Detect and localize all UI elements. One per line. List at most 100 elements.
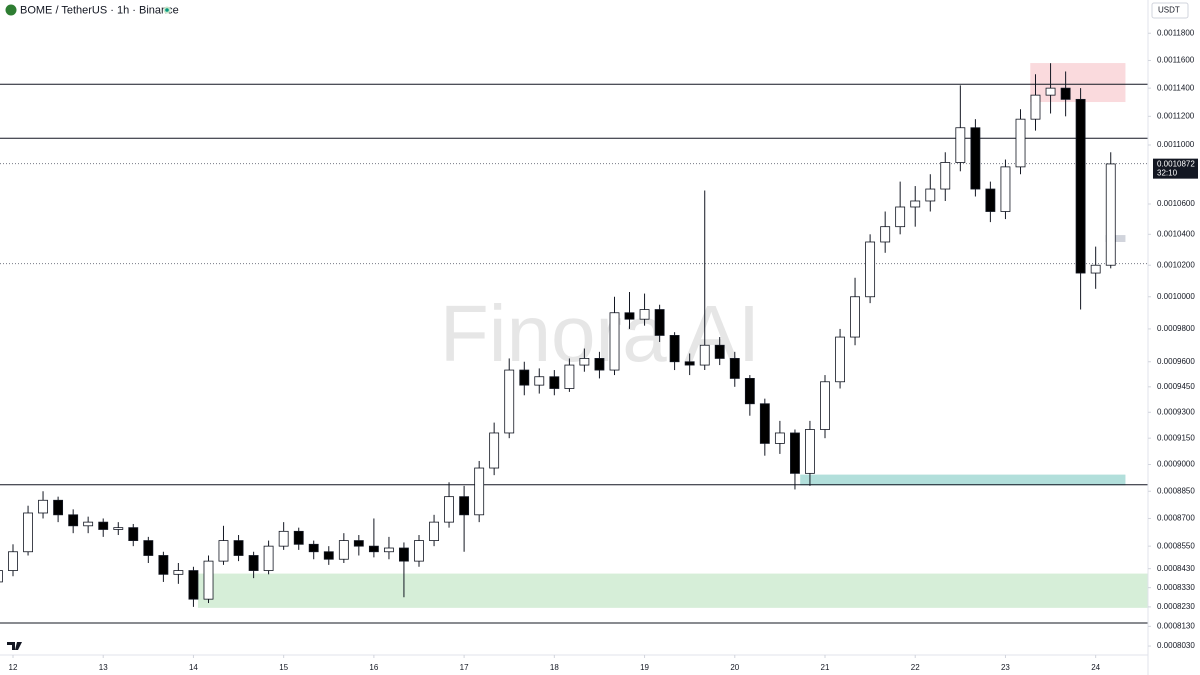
candle-body [835, 336, 845, 383]
y-tick-label: 0.0010200 [1157, 260, 1195, 269]
candle-body [68, 514, 79, 527]
candle-body [0, 570, 3, 583]
candle-body [714, 344, 725, 359]
x-tick-label: 21 [821, 663, 830, 672]
candle-body [955, 127, 966, 163]
candle-body [203, 560, 214, 600]
candle-body [504, 369, 515, 434]
candle-body [353, 540, 364, 547]
candle-body [293, 530, 304, 545]
x-tick-label: 12 [9, 663, 18, 672]
candle-body [338, 540, 349, 560]
candle-body [534, 376, 545, 386]
y-tick-label: 0.0008130 [1157, 621, 1195, 630]
candle-body [459, 496, 470, 516]
candle-body [489, 432, 500, 469]
chart-title[interactable]: BOME / TetherUS · 1h · Binance [20, 4, 179, 16]
candle-body [880, 226, 891, 243]
candle-body [384, 547, 394, 553]
candle-body [1105, 163, 1116, 266]
y-tick-label: 0.0011200 [1157, 111, 1195, 120]
candle-body [699, 344, 710, 366]
y-tick-label: 0.0008550 [1157, 541, 1195, 550]
candle-body [218, 540, 229, 562]
x-tick-label: 23 [1001, 663, 1010, 672]
y-tick-label: 0.0008030 [1157, 641, 1195, 650]
y-tick-label: 0.0009800 [1157, 324, 1195, 333]
y-tick-label: 0.0009300 [1157, 407, 1195, 416]
plot-layer [0, 63, 1148, 624]
logo[interactable] [7, 642, 22, 650]
y-tick-label: 0.0008330 [1157, 583, 1195, 592]
candle-body [579, 358, 590, 366]
zone [197, 573, 1148, 608]
x-tick-label: 14 [189, 663, 198, 672]
candle-body [233, 540, 244, 556]
candle-body [173, 570, 184, 575]
candle-body [188, 570, 199, 600]
candle-body [368, 545, 379, 553]
status-dot-core [165, 8, 169, 12]
candle-body [143, 540, 154, 556]
candle-body [1030, 94, 1041, 120]
candle-body [564, 364, 575, 389]
candle-body [53, 499, 64, 516]
x-tick-label: 13 [99, 663, 108, 672]
candle-body [474, 467, 485, 516]
y-tick-label: 0.0011400 [1157, 83, 1195, 92]
candle-body [895, 206, 906, 228]
candle-body [98, 521, 109, 530]
candle-body [684, 361, 695, 366]
currency-label[interactable]: USDT [1158, 6, 1180, 15]
candle-body [444, 496, 454, 523]
candle-body [1060, 87, 1071, 100]
currency-box[interactable] [1151, 2, 1189, 19]
candle-body [1015, 118, 1026, 168]
candle-body [805, 429, 815, 474]
candle-body [925, 188, 936, 202]
zone [800, 474, 1126, 486]
candle-body [549, 376, 560, 389]
candle-body [519, 369, 530, 386]
candle-body [609, 312, 620, 371]
candle-body [639, 309, 650, 320]
x-tick-label: 22 [911, 663, 920, 672]
candle-body [744, 378, 755, 405]
candle-body [940, 162, 951, 190]
candle-body [820, 381, 830, 430]
zone [1030, 63, 1126, 103]
candle-body [759, 403, 770, 444]
y-tick-label: 0.0011800 [1157, 28, 1195, 37]
candle-body [970, 127, 981, 190]
y-tick-label: 0.0011000 [1157, 140, 1195, 149]
y-tick-label: 0.0011600 [1157, 56, 1195, 65]
y-tick-label: 0.0008230 [1157, 602, 1195, 611]
candle-body [1045, 87, 1056, 96]
y-tick-label: 0.0009150 [1157, 433, 1195, 442]
y-tick-label: 0.0009450 [1157, 382, 1195, 391]
y-tick-label: 0.0009600 [1157, 357, 1195, 366]
candle-body [774, 432, 785, 444]
candle-body [8, 551, 18, 571]
candle-body [669, 335, 680, 363]
candle-body [429, 521, 439, 541]
candle-body [850, 296, 860, 338]
candle-body [399, 547, 409, 562]
y-tick-label: 0.0009000 [1157, 460, 1195, 469]
candle-body [128, 527, 139, 541]
candle-body [323, 551, 334, 560]
candle-body [278, 530, 289, 547]
candle-body [38, 499, 48, 514]
candle-body [83, 521, 94, 527]
candle-body [248, 555, 259, 571]
candle-body [1075, 98, 1086, 274]
x-tick-label: 17 [460, 663, 469, 672]
y-tick-label: 0.0010600 [1157, 199, 1195, 208]
candle-body [158, 555, 169, 575]
candle-body [594, 358, 605, 371]
x-tick-label: 24 [1091, 663, 1100, 672]
candle-body [308, 543, 319, 553]
